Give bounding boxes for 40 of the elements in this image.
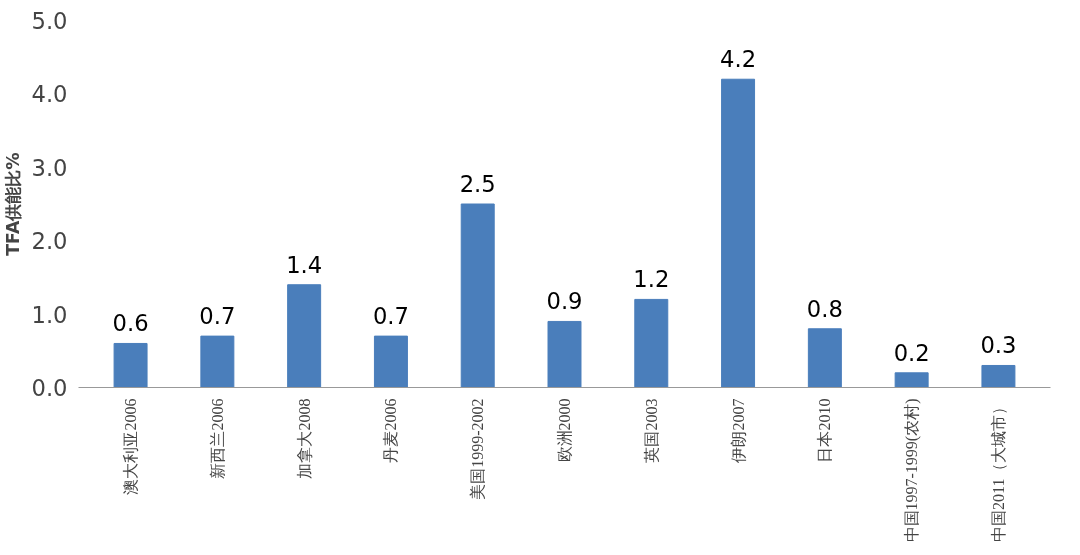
bar — [373, 335, 408, 388]
x-tick-label: 美国1999-2002 — [469, 398, 487, 500]
data-label: 0.9 — [546, 288, 583, 315]
data-label: 0.8 — [806, 295, 843, 322]
x-tick-label: 日本2010 — [816, 398, 834, 463]
data-label: 2.5 — [459, 171, 496, 197]
data-label: 4.2 — [720, 46, 757, 73]
bar — [547, 320, 582, 388]
bar — [460, 203, 495, 388]
data-label: 1.2 — [633, 266, 670, 293]
x-tick-label: 伊朗2007 — [729, 398, 747, 463]
x-tick-label: 中国1997-1999(农村) — [903, 398, 922, 543]
y-tick-label: 0.0 — [31, 375, 68, 401]
x-tick-label: 新西兰2006 — [208, 398, 226, 479]
x-tick-label: 中国2011（大城市） — [989, 398, 1007, 542]
y-tick-label: 1.0 — [31, 301, 68, 328]
y-tick-label: 3.0 — [31, 154, 68, 181]
data-label: 0.3 — [980, 332, 1017, 359]
data-label: 0.2 — [893, 339, 930, 366]
bar — [721, 78, 756, 388]
x-tick-label: 丹麦2006 — [382, 398, 400, 463]
y-tick-label: 5.0 — [31, 8, 68, 34]
bar — [807, 328, 842, 388]
y-tick-label: 2.0 — [31, 228, 68, 255]
x-tick-label: 澳大利亚2006 — [122, 398, 140, 495]
bar — [894, 372, 929, 388]
data-label: 0.7 — [199, 303, 236, 330]
bar — [634, 298, 669, 388]
y-axis-title: TFA供能比% — [3, 152, 24, 256]
x-tick-label: 欧洲2000 — [556, 398, 573, 463]
bar — [200, 335, 235, 388]
data-label: 0.7 — [372, 303, 409, 330]
y-tick-label: 4.0 — [31, 81, 68, 108]
bar — [981, 364, 1016, 388]
bar — [287, 284, 322, 388]
x-tick-label: 加拿大2008 — [295, 398, 313, 479]
x-tick-label: 英国2003 — [642, 398, 660, 463]
data-label: 1.4 — [286, 251, 323, 278]
data-label: 0.6 — [112, 310, 149, 337]
bar — [113, 342, 148, 388]
